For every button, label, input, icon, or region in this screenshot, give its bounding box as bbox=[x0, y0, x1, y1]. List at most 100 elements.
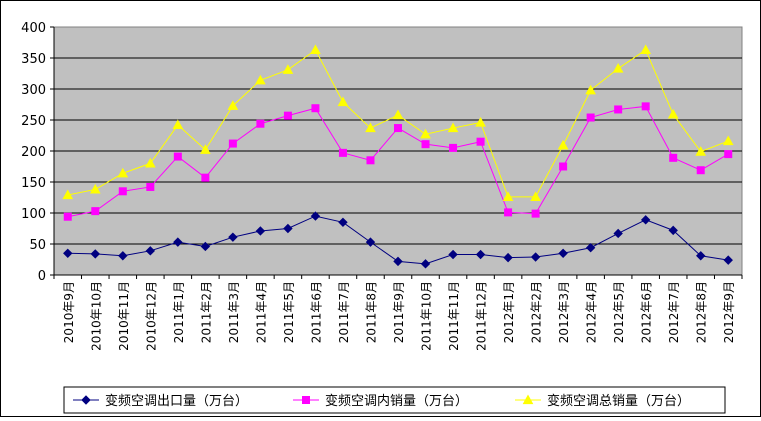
x-tick-label: 2011年7月 bbox=[337, 281, 351, 343]
data-point-series-3 bbox=[200, 144, 211, 154]
data-point-series-3 bbox=[144, 157, 156, 168]
data-point-series-2 bbox=[91, 207, 100, 216]
y-tick-label: 400 bbox=[21, 21, 46, 36]
x-tick-label: 2011年12月 bbox=[475, 281, 489, 351]
y-tick-label: 150 bbox=[21, 176, 46, 191]
data-point-series-2 bbox=[531, 209, 540, 218]
data-point-series-2 bbox=[366, 156, 375, 165]
data-point-series-2 bbox=[669, 153, 678, 162]
data-point-series-1 bbox=[585, 243, 596, 253]
legend-marker-3 bbox=[522, 394, 534, 405]
data-point-series-3 bbox=[117, 167, 129, 178]
data-point-series-2 bbox=[586, 113, 595, 122]
x-tick-label: 2012年1月 bbox=[502, 281, 516, 343]
data-point-series-2 bbox=[449, 143, 458, 152]
data-point-series-3 bbox=[502, 191, 514, 201]
data-point-series-1 bbox=[723, 255, 733, 265]
data-point-series-1 bbox=[393, 256, 403, 267]
data-point-series-1 bbox=[310, 211, 321, 221]
data-point-series-2 bbox=[559, 162, 568, 171]
data-point-series-3 bbox=[89, 183, 101, 194]
data-point-series-2 bbox=[311, 104, 320, 113]
x-tick-label: 2012年5月 bbox=[612, 281, 626, 343]
data-point-series-1 bbox=[696, 251, 706, 261]
x-tick-label: 2011年8月 bbox=[364, 281, 378, 343]
x-tick-label: 2012年9月 bbox=[722, 281, 736, 343]
data-point-series-3 bbox=[172, 119, 184, 130]
data-point-series-3 bbox=[365, 122, 376, 133]
x-tick-label: 2011年4月 bbox=[254, 281, 268, 343]
data-point-series-2 bbox=[228, 139, 237, 148]
data-point-series-1 bbox=[228, 232, 238, 242]
data-point-series-1 bbox=[420, 259, 431, 269]
y-tick-label: 50 bbox=[29, 238, 46, 253]
data-point-series-1 bbox=[365, 237, 376, 247]
x-tick-label: 2011年3月 bbox=[227, 281, 241, 343]
y-tick-label: 300 bbox=[21, 83, 46, 98]
series-layer bbox=[62, 44, 734, 269]
data-point-series-1 bbox=[255, 226, 266, 236]
data-point-series-2 bbox=[421, 140, 430, 149]
data-point-series-2 bbox=[696, 166, 705, 175]
data-point-series-1 bbox=[530, 252, 541, 262]
data-point-series-1 bbox=[200, 241, 211, 252]
x-tick-label: 2012年2月 bbox=[530, 281, 544, 343]
x-tick-label: 2011年2月 bbox=[199, 281, 213, 343]
x-tick-label: 2011年5月 bbox=[282, 281, 296, 343]
data-point-series-2 bbox=[641, 102, 650, 111]
legend-box bbox=[63, 386, 726, 414]
x-tick-label: 2010年9月 bbox=[62, 281, 76, 343]
data-point-series-3 bbox=[722, 135, 734, 146]
x-tick-label: 2010年11月 bbox=[117, 281, 131, 351]
data-point-series-1 bbox=[283, 223, 293, 234]
data-point-series-2 bbox=[201, 173, 210, 182]
data-point-series-3 bbox=[585, 84, 596, 95]
x-tick-label: 2012年6月 bbox=[640, 281, 654, 343]
legend: 变频空调出口量（万台） 变频空调内销量（万台） 变频空调总销量（万台） bbox=[63, 386, 726, 414]
data-point-series-3 bbox=[695, 146, 707, 156]
data-point-series-1 bbox=[475, 249, 486, 260]
grid-lines bbox=[54, 57, 742, 245]
data-point-series-1 bbox=[668, 225, 678, 236]
axes: 0 50 100 150 200 250 300 350 400 2010年9月 2010年10月 2… bbox=[21, 21, 743, 351]
data-point-series-3 bbox=[392, 109, 404, 120]
data-point-series-3 bbox=[282, 64, 294, 74]
data-point-series-3 bbox=[557, 139, 569, 150]
x-tick-label: 2010年10月 bbox=[89, 281, 103, 351]
data-point-series-2 bbox=[724, 150, 733, 159]
data-point-series-1 bbox=[63, 248, 73, 259]
data-point-series-1 bbox=[118, 251, 128, 261]
x-tick-label: 2011年6月 bbox=[309, 281, 323, 343]
data-point-series-3 bbox=[612, 63, 624, 73]
x-tick-label: 2011年9月 bbox=[392, 281, 406, 343]
x-tick-label: 2010年12月 bbox=[144, 281, 158, 351]
data-point-series-3 bbox=[62, 189, 74, 200]
data-point-series-3 bbox=[640, 44, 652, 55]
data-point-series-1 bbox=[338, 217, 348, 228]
x-tick-label: 2012年3月 bbox=[557, 281, 571, 343]
data-point-series-2 bbox=[476, 137, 485, 146]
data-point-series-2 bbox=[394, 124, 402, 133]
legend-label-1: 变频空调出口量（万台） bbox=[105, 393, 248, 409]
data-point-series-2 bbox=[614, 105, 623, 114]
data-point-series-2 bbox=[338, 148, 347, 157]
data-point-series-1 bbox=[145, 246, 156, 256]
data-point-series-2 bbox=[118, 187, 127, 196]
y-tick-label: 350 bbox=[21, 52, 46, 67]
data-point-series-3 bbox=[337, 96, 349, 107]
data-point-series-3 bbox=[447, 122, 459, 133]
legend-label-3: 变频空调总销量（万台） bbox=[547, 393, 690, 409]
data-point-series-1 bbox=[448, 249, 458, 260]
x-tick-label: 2011年11月 bbox=[447, 281, 461, 351]
data-point-series-1 bbox=[558, 248, 568, 259]
data-point-series-3 bbox=[255, 74, 266, 85]
data-point-series-2 bbox=[283, 111, 292, 120]
legend-marker-2 bbox=[302, 396, 310, 404]
legend-marker-1 bbox=[81, 395, 91, 405]
y-tick-label: 0 bbox=[38, 269, 46, 284]
data-point-series-3 bbox=[420, 128, 431, 139]
y-tick-label: 250 bbox=[21, 114, 46, 129]
data-point-series-1 bbox=[90, 249, 100, 259]
data-point-series-1 bbox=[503, 252, 513, 263]
